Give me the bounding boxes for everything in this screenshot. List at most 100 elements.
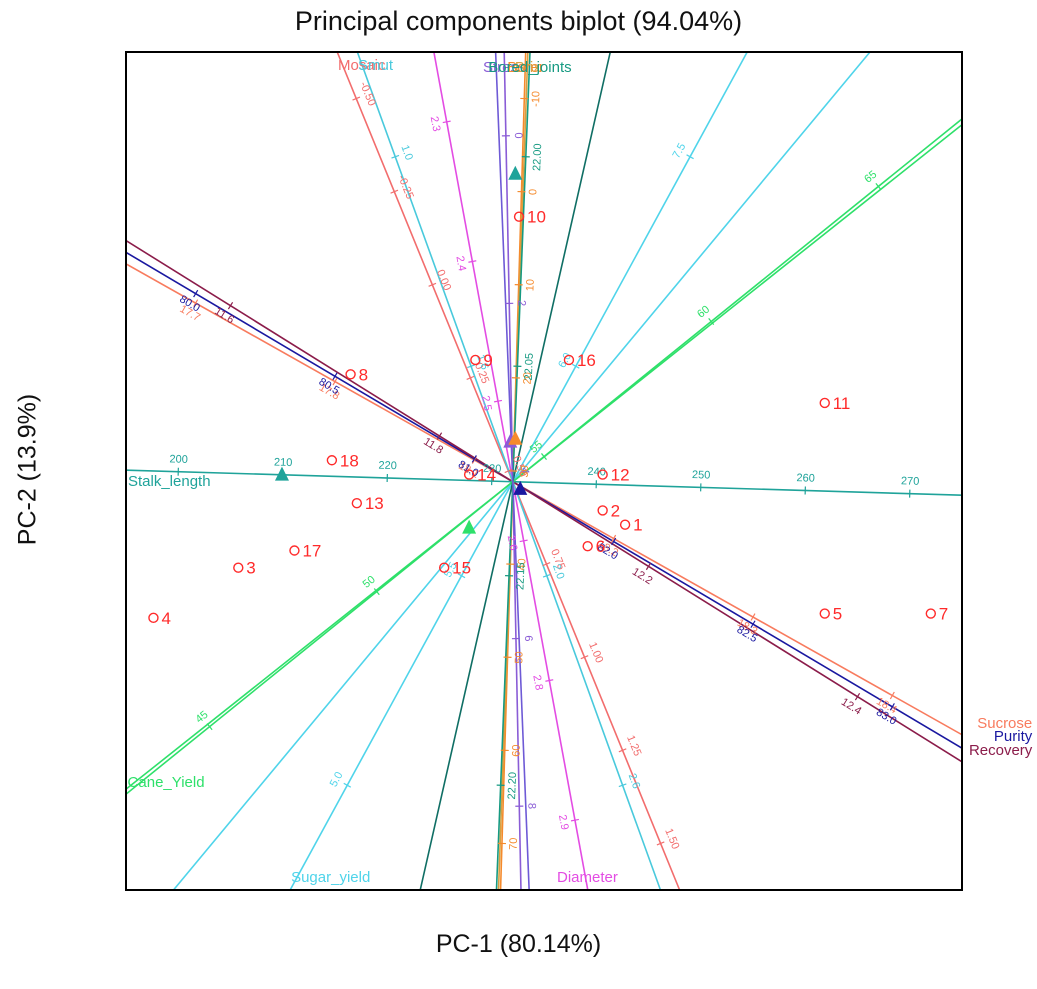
tick-label: 1.50: [662, 827, 681, 851]
tick-label: 2.3: [428, 115, 443, 132]
tick-mark: [457, 573, 466, 579]
tick-label: 2.8: [530, 674, 545, 691]
variable-label-diameter: Diameter: [557, 869, 618, 886]
variable-label-purity: Purity: [994, 728, 1033, 745]
point-label: 15: [452, 559, 471, 578]
data-point: [470, 354, 481, 366]
variable-label-stress: Stress: [483, 59, 526, 76]
data-point: [345, 369, 356, 380]
variable-label-brix: Brix: [515, 59, 541, 76]
tick-mark: [428, 282, 437, 287]
tick-mark: [471, 455, 477, 463]
chart-title: Principal components biplot (94.04%): [294, 6, 743, 36]
tick-label: 50: [513, 651, 525, 664]
data-point: [597, 505, 608, 516]
data-point: [463, 469, 475, 480]
tick-label: 230: [483, 463, 502, 476]
tick-mark: [466, 375, 475, 380]
biplot-axis-sugar-yield: [289, 52, 748, 890]
tick-mark: [750, 620, 756, 628]
point-label: 14: [477, 466, 496, 485]
tick-mark: [343, 782, 352, 788]
point-label: 1: [633, 516, 642, 535]
tick-mark: [611, 534, 617, 543]
tick-mark: [645, 562, 652, 571]
tick-label: 8: [525, 803, 537, 809]
axis-lines-group: [126, 52, 962, 890]
tick-mark: [686, 154, 694, 160]
triangle-marker: [274, 466, 289, 481]
tick-label: 50: [361, 574, 378, 591]
tick-label: 210: [274, 456, 293, 469]
data-point: [148, 612, 159, 624]
tick-label: 0: [527, 189, 539, 195]
tick-mark: [227, 302, 234, 310]
tick-label: 55: [528, 439, 545, 456]
tick-mark: [545, 679, 554, 682]
tick-label: 260: [796, 472, 815, 485]
data-point: [438, 562, 450, 573]
variable-label-stalk-length: Stalk_length: [128, 473, 211, 490]
point-label: 2: [611, 501, 620, 520]
tick-label: 2.6: [626, 772, 642, 790]
data-point: [351, 498, 363, 509]
point-label: 5: [833, 605, 842, 624]
tick-mark: [442, 120, 451, 124]
tick-mark: [468, 260, 477, 263]
variable-label-cane-yield: Cane_Yield: [128, 774, 205, 791]
plot-frame: [125, 51, 963, 891]
data-point: [233, 562, 244, 573]
triangle-marker: [513, 480, 528, 495]
tick-mark: [352, 96, 361, 101]
tick-label: 30: [519, 465, 531, 478]
tick-label: 12.2: [630, 566, 655, 588]
tick-label: 1.25: [624, 734, 643, 758]
tick-label: 22.15: [514, 562, 527, 590]
tick-label: -0.25: [395, 173, 416, 201]
tick-mark: [570, 818, 580, 822]
point-label: 17: [302, 542, 321, 561]
tick-label: 2.4: [453, 255, 468, 272]
tick-label: 2.6: [505, 534, 520, 551]
tick-mark: [391, 154, 400, 159]
tick-mark: [656, 841, 665, 846]
tick-label: 250: [692, 469, 711, 482]
data-point: [619, 519, 631, 530]
triangle-marker: [508, 430, 523, 445]
tick-label: 220: [378, 460, 397, 473]
tick-mark: [504, 468, 513, 474]
variable-label-borer: Borer: [507, 59, 544, 76]
tick-label: 7.5: [671, 141, 689, 160]
tick-label: 5.0: [328, 770, 346, 789]
biplot-axis-recovery: [126, 239, 962, 763]
data-point: [819, 397, 830, 409]
tick-label: 2.0: [550, 562, 566, 580]
tick-label: 22.00: [531, 143, 544, 171]
data-point: [819, 608, 830, 619]
triangle-marker: [462, 519, 477, 534]
tick-label: -0.50: [357, 80, 378, 108]
tick-mark: [875, 182, 882, 190]
biplot-axis-stalk-length: [126, 469, 962, 497]
biplot-axis-purity: [126, 251, 962, 749]
variable-label-mosaic: Mosaic: [338, 57, 386, 74]
point-label: 4: [161, 609, 170, 628]
tick-label: 2.9: [556, 814, 571, 831]
data-point: [925, 608, 937, 619]
tick-mark: [542, 573, 551, 578]
tick-label: 2.5: [479, 395, 494, 412]
tick-mark: [436, 432, 443, 440]
tick-mark: [572, 363, 580, 369]
tick-label: 65: [862, 169, 879, 186]
tick-mark: [580, 655, 589, 660]
tick-label: 60: [695, 304, 712, 321]
tick-label: 0: [512, 132, 524, 138]
tick-mark: [889, 703, 895, 711]
data-point: [326, 455, 338, 466]
tick-label: 10: [524, 279, 536, 292]
tick-label: 12.4: [839, 696, 864, 718]
data-point: [513, 211, 525, 222]
tick-label: 22.20: [506, 772, 519, 800]
